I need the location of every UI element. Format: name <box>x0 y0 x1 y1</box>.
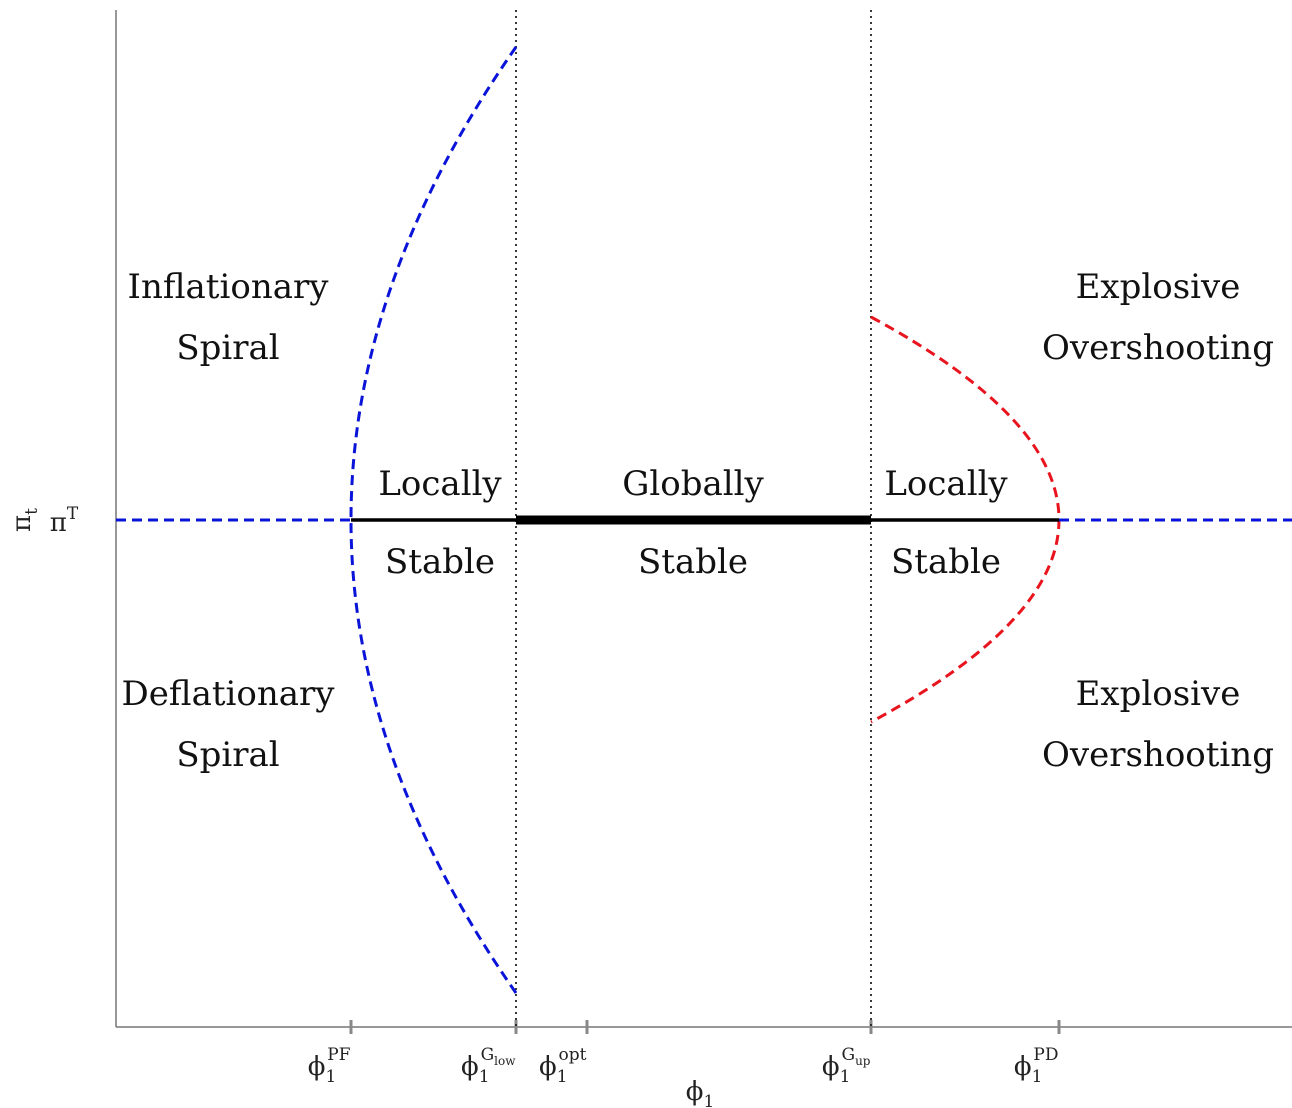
superscript-subscript: up <box>855 1054 871 1068</box>
blue-boundary <box>349 46 518 994</box>
region-label: Explosive <box>1076 267 1241 307</box>
region-label: Overshooting <box>1042 328 1274 368</box>
y-tick-label: πT <box>50 504 79 538</box>
region-label: Spiral <box>176 328 279 368</box>
symbol: ϕ <box>308 1052 326 1082</box>
superscript: T <box>67 504 79 524</box>
superscript: opt <box>559 1045 587 1065</box>
x-tick-label: ϕ1PD <box>1014 1045 1059 1087</box>
symbol: π <box>50 508 67 538</box>
region-label: Globally <box>622 464 764 504</box>
region-label: Inflationary <box>128 267 330 307</box>
superscript: G <box>841 1045 855 1065</box>
superscript: PD <box>1033 1045 1058 1065</box>
region-label: Stable <box>385 542 495 582</box>
x-tick-label: ϕ1Glow <box>461 1045 516 1087</box>
region-label: Locally <box>378 464 502 504</box>
subscript: t <box>22 508 42 515</box>
region-label: Stable <box>891 542 1001 582</box>
region-label: Stable <box>638 542 748 582</box>
subscript: 1 <box>479 1067 490 1087</box>
y-axis-label: πt <box>7 508 42 532</box>
region-label: Overshooting <box>1042 735 1274 775</box>
superscript: PF <box>327 1045 350 1065</box>
region-label: Spiral <box>176 735 279 775</box>
symbol: ϕ <box>1014 1052 1032 1082</box>
region-label: Locally <box>884 464 1008 504</box>
symbol: ϕ <box>686 1077 704 1107</box>
x-tick-label: ϕ1PF <box>308 1045 351 1087</box>
x-tick-label: ϕ1opt <box>539 1045 587 1087</box>
subscript: 1 <box>557 1067 568 1087</box>
subscript: 1 <box>325 1067 336 1087</box>
region-label: Explosive <box>1076 674 1241 714</box>
symbol: ϕ <box>461 1052 479 1082</box>
superscript-subscript: low <box>494 1054 516 1068</box>
tick-marks <box>349 1020 1061 1034</box>
subscript: 1 <box>1032 1067 1043 1087</box>
subscript: 1 <box>840 1067 851 1087</box>
superscript: G <box>481 1045 495 1065</box>
x-axis-label: ϕ1 <box>686 1077 715 1108</box>
region-label: Deflationary <box>122 674 336 714</box>
x-tick-label: ϕ1Gup <box>822 1045 871 1087</box>
symbol: ϕ <box>822 1052 840 1082</box>
symbol: ϕ <box>539 1052 557 1082</box>
symbol: π <box>7 515 37 532</box>
x-tick-labels: ϕ1PF ϕ1Glow ϕ1opt ϕ1Gup ϕ1PD <box>308 1045 1059 1087</box>
subscript: 1 <box>703 1092 714 1108</box>
